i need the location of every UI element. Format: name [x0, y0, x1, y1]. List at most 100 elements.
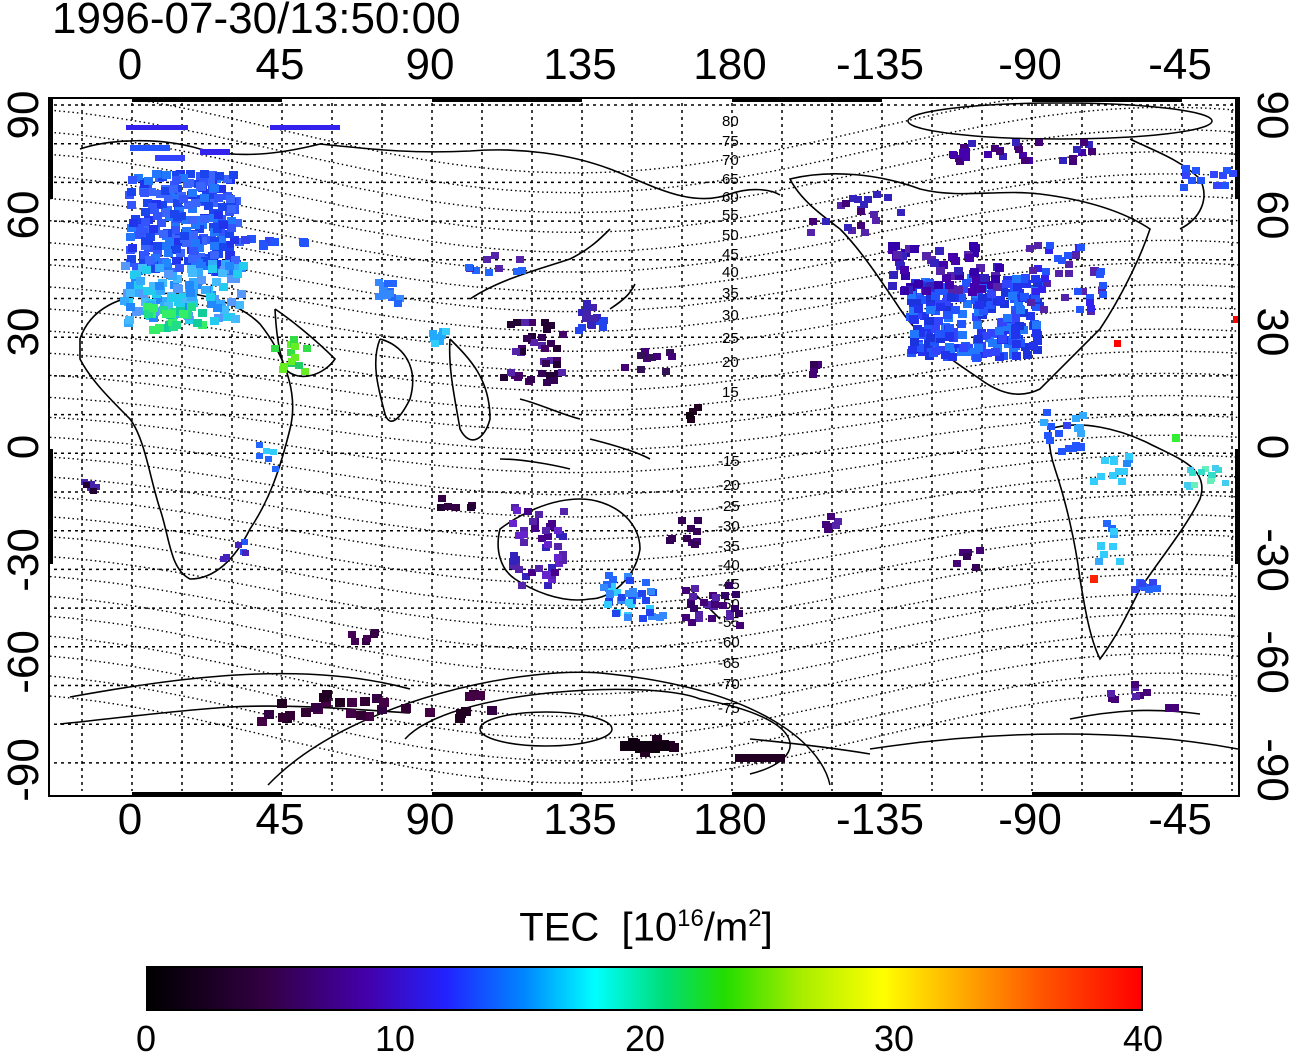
tec-pixel: [1002, 280, 1011, 288]
tec-pixel: [175, 264, 184, 272]
tec-pixel: [735, 610, 743, 617]
tec-pixel: [719, 602, 727, 609]
tec-pixel: [993, 283, 1002, 291]
tec-pixel: [208, 265, 217, 273]
tec-pixel: [377, 705, 387, 714]
tec-pixel: [173, 213, 182, 221]
tec-pixel: [239, 262, 248, 270]
tec-pixel: [214, 194, 223, 202]
tec-pixel: [1208, 472, 1215, 478]
tec-pixel: [135, 231, 144, 239]
tec-pixel: [321, 698, 331, 707]
tec-pixel: [360, 697, 370, 706]
tec-pixel: [1033, 281, 1042, 289]
tec-pixel: [678, 517, 686, 524]
tec-pixel: [509, 520, 517, 527]
tec-pixel: [725, 582, 733, 589]
tec-pixel: [907, 291, 916, 299]
contour-label: -60: [718, 634, 740, 651]
colorbar-tick: 30: [873, 1018, 915, 1059]
tec-pixel: [732, 591, 740, 598]
tec-pixel: [942, 274, 951, 282]
tec-pixel: [507, 369, 515, 376]
tec-pixel: [1034, 242, 1042, 249]
tec-pixel: [538, 535, 546, 542]
tec-pixel: [1101, 457, 1109, 464]
tec-pixel: [247, 235, 256, 243]
tec-pixel: [648, 354, 656, 361]
tec-pixel: [1212, 465, 1219, 471]
tec-pixel: [1065, 261, 1073, 268]
tec-pixel: [431, 340, 439, 347]
tec-pixel: [132, 263, 141, 271]
tec-pixel: [1079, 412, 1087, 419]
tec-pixel: [1021, 343, 1030, 351]
tec-pixel: [164, 195, 173, 203]
contour-line: [49, 493, 1239, 563]
tec-pixel: [141, 242, 150, 250]
tec-pixel: [910, 330, 919, 338]
tec-pixel: [996, 148, 1004, 155]
tec-pixel: [682, 587, 690, 594]
tec-pixel: [444, 503, 452, 510]
tec-pixel: [219, 283, 228, 291]
tec-pixel: [884, 194, 892, 201]
tec-pixel: [1012, 139, 1020, 146]
contour-label: 55: [722, 207, 739, 224]
tec-pixel: [196, 182, 205, 190]
tec-pixel: [959, 285, 968, 293]
tec-pixel: [227, 224, 236, 232]
bottom-lon-label: -90: [998, 795, 1062, 844]
tec-pixel: [708, 615, 716, 622]
tec-pixel: [1063, 422, 1071, 429]
tec-pixel: [509, 558, 517, 565]
tec-pixel: [1038, 286, 1046, 293]
tec-pixel: [437, 504, 445, 511]
tec-pixel: [1033, 337, 1042, 345]
tec-pixel: [639, 615, 647, 622]
tec-pixel: [1055, 430, 1063, 437]
tec-pixel: [905, 245, 914, 253]
tec-pixel: [642, 579, 650, 586]
tec-pixel: [141, 237, 150, 245]
tec-pixel: [141, 218, 150, 226]
tec-pixel: [195, 244, 204, 252]
tec-pixel: [1233, 316, 1240, 323]
tec-pixel: [348, 631, 356, 638]
tec-pixel: [901, 272, 910, 280]
tec-pixel: [475, 691, 485, 700]
tec-pixel: [900, 266, 909, 274]
bottom-lon-label: 45: [255, 795, 305, 844]
tec-pixel: [1029, 267, 1037, 274]
tec-pixel: [126, 233, 135, 241]
tec-pixel: [1079, 288, 1087, 295]
tec-pixel: [226, 313, 235, 321]
tec-pixel: [153, 296, 162, 304]
tec-pixel: [301, 368, 309, 375]
tec-pixel: [153, 242, 162, 250]
tec-pixel: [936, 303, 945, 311]
tec-pixel: [188, 255, 197, 263]
tec-pixel: [924, 340, 933, 348]
tec-pixel: [1198, 469, 1205, 475]
tec-pixel: [530, 339, 538, 346]
tec-pixel: [263, 448, 270, 454]
tec-pixel: [208, 171, 217, 179]
tec-pixel: [998, 335, 1007, 343]
tec-pixel: [1123, 460, 1131, 467]
tec-pixel: [162, 324, 171, 332]
tec-pixel: [1072, 415, 1080, 422]
tec-pixel: [1095, 558, 1103, 565]
tec-pixel: [198, 321, 207, 329]
tec-pixel: [1016, 306, 1025, 314]
contour-label: 65: [722, 171, 739, 188]
tec-pixel: [1210, 171, 1218, 178]
tec-pixel: [520, 539, 528, 546]
tec-pixel: [832, 522, 840, 529]
tec-pixel: [528, 333, 536, 340]
tec-pixel: [375, 279, 383, 286]
tec-pixel: [921, 296, 930, 304]
tec-pixel: [1103, 520, 1111, 527]
tec-pixel: [1058, 257, 1066, 264]
tec-pixel: [179, 310, 188, 318]
